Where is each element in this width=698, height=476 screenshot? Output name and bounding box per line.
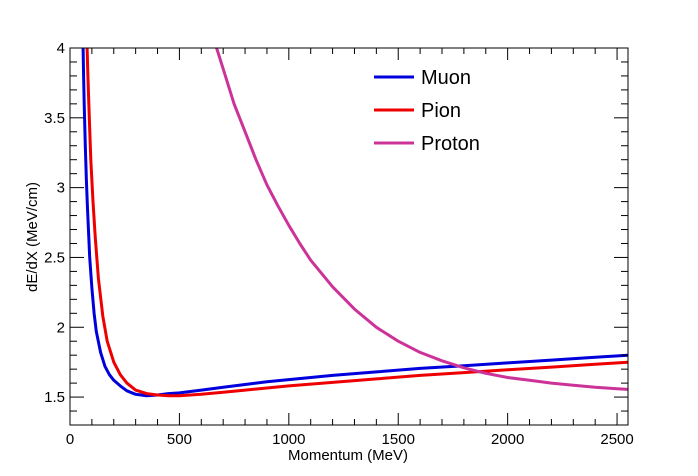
legend-label: Pion bbox=[421, 100, 461, 122]
y-tick-label: 3 bbox=[57, 180, 65, 197]
x-tick-label: 1000 bbox=[272, 431, 305, 448]
y-tick-label: 2 bbox=[57, 319, 65, 336]
x-tick-label: 2500 bbox=[600, 431, 633, 448]
legend-label: Muon bbox=[421, 67, 471, 89]
x-tick-label: 2000 bbox=[491, 431, 524, 448]
legend-entry-proton: Proton bbox=[374, 133, 480, 155]
series-line-proton bbox=[215, 48, 628, 391]
y-tick-label: 2.5 bbox=[44, 249, 65, 266]
legend-label: Proton bbox=[421, 133, 480, 155]
y-axis-title: dE/dX (MeV/cm) bbox=[24, 182, 41, 292]
series-line-pion bbox=[85, 48, 628, 398]
y-tick-label: 1.5 bbox=[44, 389, 65, 406]
legend-entry-muon: Muon bbox=[374, 67, 471, 89]
plot-frame bbox=[69, 47, 629, 426]
legend: Muon Pion Proton bbox=[374, 67, 480, 155]
x-tick-label: 1500 bbox=[382, 431, 415, 448]
series-line-muon bbox=[81, 48, 628, 398]
legend-entry-pion: Pion bbox=[374, 100, 461, 122]
series-layer bbox=[81, 48, 628, 398]
x-tick-label: 500 bbox=[167, 431, 192, 448]
y-tick-label: 3.5 bbox=[44, 110, 65, 127]
x-tick-label: 0 bbox=[66, 431, 74, 448]
x-axis-title: Momentum (MeV) bbox=[288, 447, 408, 464]
axis-layer: 0 500 1000 1500 2000 2500 1.5 2 2.5 3 3.5 4 bbox=[44, 40, 634, 448]
y-tick-label: 4 bbox=[57, 40, 65, 57]
